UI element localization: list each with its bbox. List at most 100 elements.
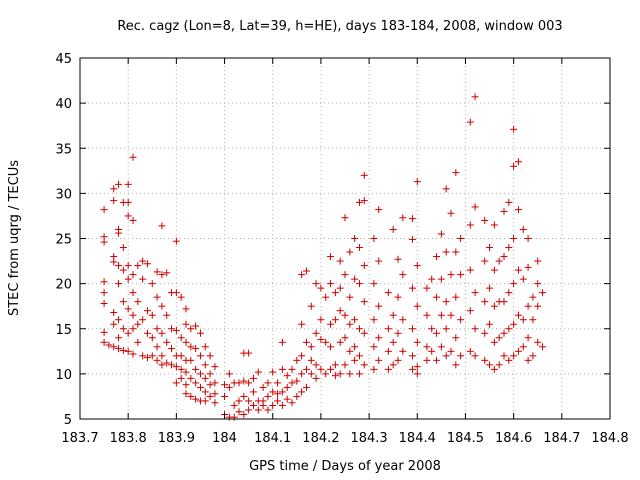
- data-point: [139, 257, 147, 265]
- data-point: [514, 158, 522, 166]
- data-point: [370, 343, 378, 351]
- data-point: [394, 329, 402, 337]
- data-point: [269, 388, 277, 396]
- data-point: [259, 401, 267, 409]
- data-point: [124, 212, 132, 220]
- data-point: [110, 309, 118, 317]
- data-point: [355, 244, 363, 252]
- data-point: [153, 356, 161, 364]
- data-point: [539, 289, 547, 297]
- data-point: [490, 365, 498, 373]
- data-point: [500, 352, 508, 360]
- data-point: [158, 271, 166, 279]
- data-point: [115, 316, 123, 324]
- data-point: [452, 334, 460, 342]
- data-point: [168, 361, 176, 369]
- data-point: [172, 379, 180, 387]
- data-point: [172, 363, 180, 371]
- data-point: [274, 390, 282, 398]
- data-point: [370, 365, 378, 373]
- data-point: [317, 284, 325, 292]
- data-point: [115, 280, 123, 288]
- data-point: [500, 329, 508, 337]
- data-point: [447, 271, 455, 279]
- data-point: [331, 289, 339, 297]
- y-axis-label: STEC from uqrg / TECUs: [7, 160, 22, 316]
- y-tick-label: 10: [55, 368, 72, 383]
- data-point: [413, 178, 421, 186]
- data-point: [466, 221, 474, 229]
- data-point: [327, 280, 335, 288]
- y-tick-label: 15: [55, 323, 72, 338]
- data-point: [192, 345, 200, 353]
- data-point: [413, 363, 421, 371]
- data-point: [336, 307, 344, 315]
- data-point: [399, 271, 407, 279]
- x-tick-label: 184.2: [302, 431, 339, 446]
- data-point: [351, 316, 359, 324]
- data-point: [500, 253, 508, 261]
- data-point: [442, 298, 450, 306]
- data-point: [505, 356, 513, 364]
- data-point: [423, 343, 431, 351]
- data-point: [100, 278, 108, 286]
- y-tick-label: 35: [55, 142, 72, 157]
- data-point: [510, 125, 518, 133]
- data-point: [486, 244, 494, 252]
- data-point: [505, 244, 513, 252]
- data-point: [163, 359, 171, 367]
- data-point: [158, 302, 166, 310]
- data-point: [495, 257, 503, 265]
- data-point: [442, 185, 450, 193]
- data-point: [177, 293, 185, 301]
- data-point: [529, 316, 537, 324]
- x-tick-label: 184.8: [591, 431, 628, 446]
- data-point: [510, 235, 518, 242]
- y-tick-label: 5: [64, 413, 72, 428]
- data-point: [288, 399, 296, 407]
- data-point: [510, 320, 518, 328]
- y-tick-label: 45: [55, 52, 72, 67]
- data-point: [168, 325, 176, 333]
- data-point: [143, 354, 151, 362]
- data-point: [510, 280, 518, 288]
- data-point: [471, 325, 479, 333]
- data-point: [143, 260, 151, 268]
- data-point: [134, 338, 142, 346]
- data-point: [211, 363, 219, 371]
- data-point: [134, 298, 142, 306]
- data-point: [196, 370, 204, 378]
- data-point: [192, 365, 200, 373]
- x-tick-label: 183.8: [110, 431, 147, 446]
- data-point: [278, 338, 286, 346]
- data-point: [105, 341, 113, 349]
- data-point: [481, 257, 489, 265]
- data-point: [221, 381, 229, 389]
- data-point: [293, 392, 301, 400]
- data-point: [500, 207, 508, 215]
- data-point: [153, 325, 161, 333]
- data-point: [471, 93, 479, 101]
- data-point: [519, 343, 527, 351]
- data-point: [495, 334, 503, 342]
- data-point: [423, 284, 431, 292]
- data-point: [442, 325, 450, 333]
- data-point: [331, 316, 339, 324]
- data-point: [201, 374, 209, 382]
- data-point: [413, 370, 421, 378]
- data-point: [539, 343, 547, 351]
- data-point: [235, 408, 243, 416]
- y-tick-label: 40: [55, 97, 72, 112]
- data-point: [317, 365, 325, 373]
- data-point: [283, 395, 291, 403]
- data-point: [447, 347, 455, 355]
- data-point: [355, 325, 363, 333]
- data-point: [408, 325, 416, 333]
- data-point: [394, 293, 402, 301]
- data-point: [221, 392, 229, 400]
- data-point: [148, 280, 156, 288]
- data-point: [457, 316, 465, 324]
- data-point: [355, 280, 363, 288]
- data-point: [471, 352, 479, 360]
